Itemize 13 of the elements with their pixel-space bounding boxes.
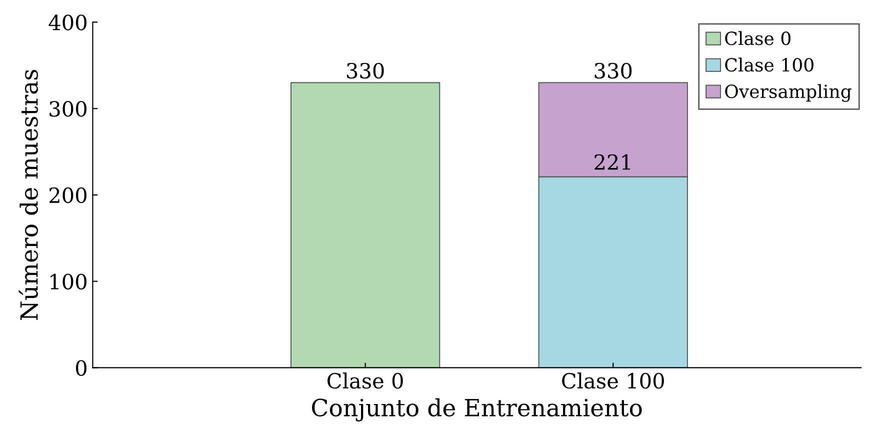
y-tick-label: 0 [76,360,86,376]
y-tick-label: 400 [48,14,86,30]
legend-label: Clase 100 [725,58,814,72]
total-label: 330 [347,62,384,79]
x-axis-title: Conjunto de Entrenamiento [312,398,642,422]
legend-label: Clase 0 [725,31,790,46]
data-label: 221 [594,154,630,170]
y-axis-title: Número de muestras [18,70,38,320]
y-tick-label: 200 [50,187,86,204]
total-label: 330 [594,62,632,79]
legend-label: Oversampling [725,84,852,102]
y-tick-label: 300 [50,100,86,117]
y-tick-label: 100 [50,274,86,290]
